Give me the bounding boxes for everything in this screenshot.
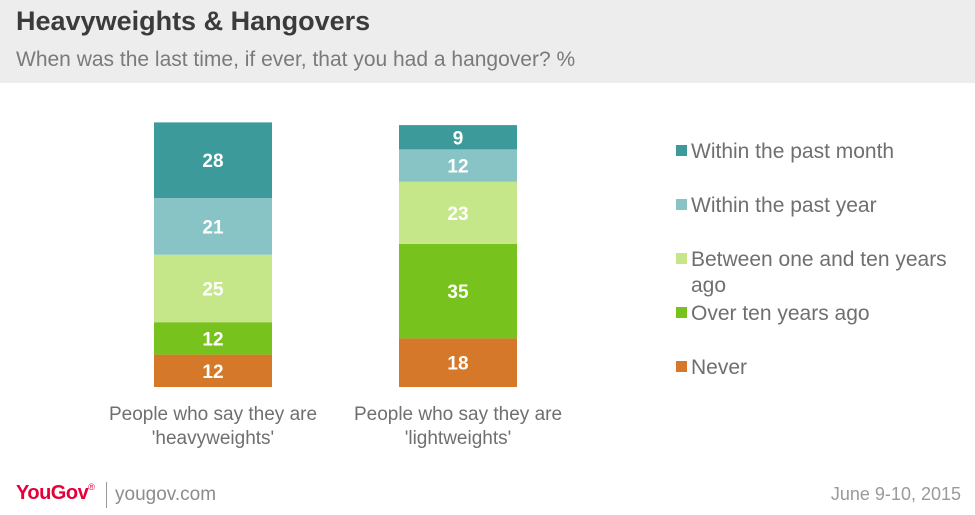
legend-swatch bbox=[676, 199, 687, 210]
bar-segment bbox=[154, 254, 272, 323]
data-label: 35 bbox=[447, 282, 469, 303]
footer-date: June 9-10, 2015 bbox=[830, 484, 961, 504]
data-label: 28 bbox=[202, 151, 223, 172]
data-label: 12 bbox=[202, 362, 223, 383]
chart-title: Heavyweights & Hangovers bbox=[16, 6, 371, 36]
legend-label: Never bbox=[691, 356, 747, 379]
chart-subtitle: When was the last time, if ever, that yo… bbox=[16, 48, 576, 71]
bar-segment bbox=[154, 122, 272, 198]
legend-label: ago bbox=[691, 274, 726, 297]
bar-segment bbox=[399, 338, 517, 387]
legend-label: Between one and ten years bbox=[691, 248, 947, 271]
header: Heavyweights & Hangovers When was the la… bbox=[0, 0, 975, 83]
bar-segment bbox=[154, 354, 272, 387]
yougov-logo: YouGov® bbox=[16, 482, 95, 504]
bar-segment bbox=[399, 125, 517, 150]
legend-swatch bbox=[676, 361, 687, 372]
data-label: 18 bbox=[447, 354, 468, 375]
data-label: 12 bbox=[202, 329, 223, 350]
stacked-bar-chart: 12 12 25 21 28 People who say they are 'heavyw… bbox=[109, 122, 947, 449]
footer-divider bbox=[106, 482, 107, 508]
footer-url: yougov.com bbox=[115, 484, 217, 505]
legend-label: Within the past year bbox=[691, 194, 877, 217]
bar-segment bbox=[399, 181, 517, 244]
brand-name: YouGov bbox=[16, 482, 89, 504]
legend-label: Over ten years ago bbox=[691, 302, 870, 325]
category-label: 'lightweights' bbox=[405, 428, 512, 449]
data-label: 23 bbox=[447, 204, 468, 225]
data-label: 25 bbox=[202, 279, 224, 300]
data-label: 12 bbox=[447, 157, 468, 178]
category-label: People who say they are bbox=[354, 404, 562, 425]
category-label: People who say they are bbox=[109, 404, 317, 425]
legend-label: Within the past month bbox=[691, 140, 894, 163]
legend-swatch bbox=[676, 145, 687, 156]
category-label: 'heavyweights' bbox=[152, 428, 274, 449]
bar-segment bbox=[154, 198, 272, 255]
legend-swatch bbox=[676, 253, 687, 264]
bar-segment bbox=[154, 322, 272, 355]
data-label: 9 bbox=[453, 128, 464, 149]
bar-segment bbox=[399, 149, 517, 182]
legend-swatch bbox=[676, 307, 687, 318]
bar-segment bbox=[399, 243, 517, 339]
data-label: 21 bbox=[202, 217, 224, 238]
